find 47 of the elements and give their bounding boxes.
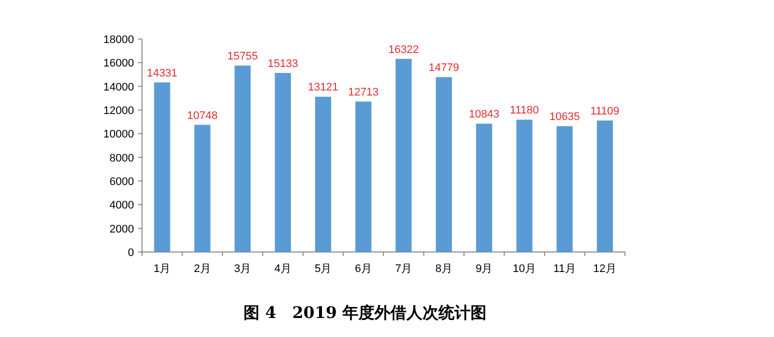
bar: [194, 124, 210, 252]
data-label: 14779: [428, 62, 460, 74]
x-tick-label: 4月: [274, 263, 292, 275]
data-label: 14331: [146, 67, 178, 80]
y-tick-label: 2000: [110, 223, 134, 236]
data-label: 13121: [308, 82, 338, 94]
x-tick-label: 11月: [553, 263, 576, 275]
data-label: 11109: [590, 106, 620, 118]
bar: [476, 124, 492, 252]
x-tick-label: 1月: [154, 263, 171, 275]
x-tick-label: 7月: [395, 263, 412, 275]
bar: [315, 96, 332, 252]
data-label: 10843: [468, 108, 500, 121]
data-label: 11180: [510, 104, 539, 117]
y-tick-label: 10000: [103, 128, 134, 141]
text: 图 4 2019 年度外借人次统计图: [244, 303, 486, 322]
data-label: 15133: [268, 58, 298, 70]
bar: [436, 77, 452, 252]
bar: [154, 82, 170, 252]
x-tick-label: 9月: [476, 263, 493, 275]
x-tick-label: 10月: [512, 263, 536, 275]
y-tick-label: 0: [128, 247, 134, 259]
y-tick-label: 18000: [103, 34, 134, 46]
y-tick-label: 6000: [110, 176, 134, 188]
bar: [556, 126, 573, 252]
data-label: 16322: [388, 44, 419, 56]
bar: [355, 102, 372, 252]
x-tick-label: 8月: [435, 263, 452, 275]
x-tick-label: 3月: [234, 263, 252, 275]
y-tick-label: 12000: [103, 105, 134, 117]
x-tick-label: 2月: [194, 263, 211, 275]
x-tick-label: 5月: [314, 263, 332, 275]
data-label: 10635: [549, 111, 580, 124]
x-tick-label: 12月: [593, 263, 616, 275]
y-tick-label: 14000: [103, 81, 134, 94]
bar: [516, 120, 532, 252]
bar: [596, 120, 613, 252]
y-tick-label: 4000: [110, 200, 134, 212]
y-tick-label: 8000: [110, 152, 134, 164]
data-label: 10748: [187, 110, 218, 122]
bar: [234, 66, 251, 252]
bar: [396, 58, 412, 252]
data-label: 12713: [348, 86, 379, 99]
bar: [274, 72, 291, 252]
y-tick-label: 16000: [103, 58, 134, 70]
x-tick-label: 6月: [354, 263, 372, 275]
data-label: 15755: [227, 50, 258, 63]
